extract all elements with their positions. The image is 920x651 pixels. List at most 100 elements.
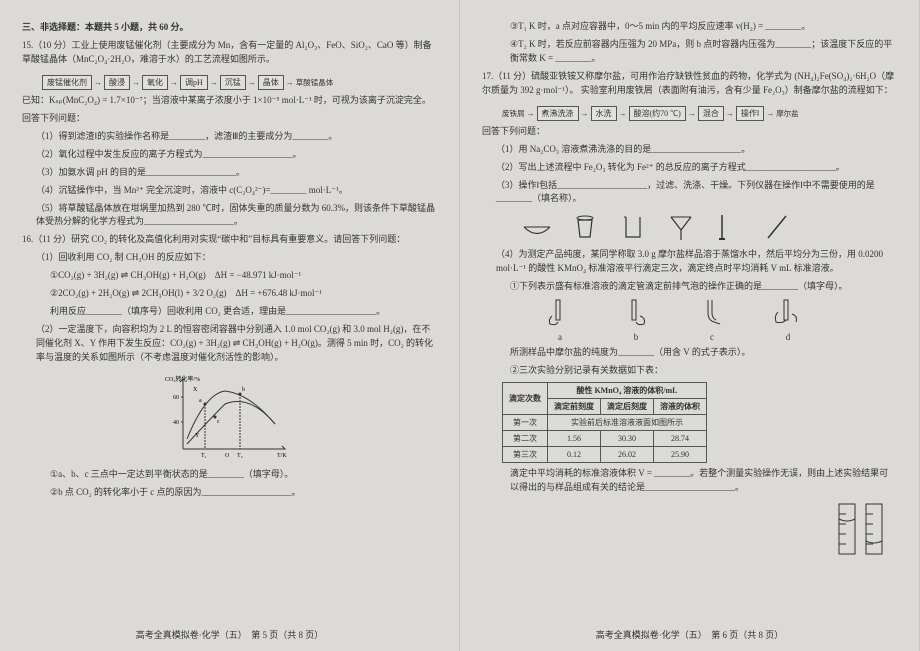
q17-4b: 所测样品中摩尔盐的纯度为________（用含 V 的式子表示）。 xyxy=(482,346,897,360)
flow-output: 草酸锰晶体 xyxy=(296,77,334,88)
flow-input: 废铁屑 xyxy=(502,108,525,119)
q17-4a: ①下列表示盛有标准溶液的滴定管滴定前排气泡的操作正确的是________（填字母… xyxy=(482,280,897,294)
graduated-cylinder-pair xyxy=(834,499,889,561)
q16-1c: 利用反应________（填序号）回收利用 CO₂ 更合适，理由是_______… xyxy=(22,305,437,319)
flow-node: 酸浸 xyxy=(104,75,130,90)
flow-diagram-17: 废铁屑 → 煮沸洗涤 → 水洗 → 酸溶(约70 ℃) → 混合 → 操作Ⅰ →… xyxy=(502,106,799,121)
td: 第三次 xyxy=(503,447,548,463)
td: 28.74 xyxy=(654,431,707,447)
q17-3: （3）操作Ⅰ包括____________________，过滤、洗涤、干燥。下列… xyxy=(482,179,897,207)
q15-stem: 15.（10 分）工业上使用废锰催化剂（主要成分为 Mn，含有一定量的 Al₂O… xyxy=(22,39,437,67)
q15-5: （5）将草酸锰晶体放在坩埚里加热到 280 ℃时，固体失重的质量分数为 60.3… xyxy=(22,202,437,230)
q17-4d: 滴定中平均消耗的标准溶液体积 V = ________。若整个测量实验操作无误，… xyxy=(482,467,897,495)
hand-operation-icons: a b c d xyxy=(542,298,897,342)
q15-known: 已知：Kₛₚ(MnC₂O₄) = 1.7×10⁻⁷；当溶液中某离子浓度小于 1×… xyxy=(22,94,437,108)
td: 30.30 xyxy=(601,431,654,447)
td: 25.90 xyxy=(654,447,707,463)
q16-4: ④T₂ K 时，若反应前容器内压强为 20 MPa，则 b 点时容器内压强为__… xyxy=(482,38,897,66)
origin-label: O xyxy=(225,453,230,459)
flow-node: 水洗 xyxy=(591,106,617,121)
y-axis-label: CO₂转化率/% xyxy=(165,375,200,383)
option-label: b xyxy=(618,332,654,342)
crucible-icon xyxy=(570,212,600,242)
q16-1a: ①CO₂(g) + 3H₂(g) ⇌ CH₃OH(g) + H₂O(g) ΔH … xyxy=(22,269,437,283)
arrow-icon: → xyxy=(286,78,294,87)
th: 滴定次数 xyxy=(503,383,548,415)
page-footer: 高考全真模拟卷·化学（五） 第 6 页（共 8 页） xyxy=(460,628,919,641)
q17-4c: ②三次实验分别记录有关数据如下表： xyxy=(482,364,897,378)
q16-stem: 16.（11 分）研究 CO₂ 的转化及高值化利用对实现“碳中和”目标具有重要意… xyxy=(22,233,437,247)
option-label: d xyxy=(770,332,806,342)
flow-node: 混合 xyxy=(698,106,724,121)
td: 26.02 xyxy=(601,447,654,463)
point-label: c xyxy=(217,419,220,425)
answer-header: 回答下列问题： xyxy=(22,112,437,126)
option-d: d xyxy=(770,298,806,342)
q17-4: （4）为测定产品纯度，某同学称取 3.0 g 摩尔盐样品溶于蒸馏水中，然后平均分… xyxy=(482,248,897,276)
q16-2a: ①a、b、c 三点中一定达到平衡状态的是________（填字母）。 xyxy=(22,468,437,482)
option-c: c xyxy=(694,298,730,342)
q15-4: （4）沉锰操作中，当 Mn²⁺ 完全沉淀时，溶液中 c(C₂O₄²⁻)=____… xyxy=(22,184,437,198)
titration-table: 滴定次数 酸性 KMnO₄ 溶液的体积/mL 滴定前刻度 滴定后刻度 溶液的体积… xyxy=(502,382,707,463)
q15-3: （3）加氨水调 pH 的目的是____________________。 xyxy=(22,166,437,180)
q16-2b: ②b 点 CO₂ 的转化率小于 c 点的原因为_________________… xyxy=(22,486,437,500)
q16-1: （1）回收利用 CO₂ 制 CH₃OH 的反应如下： xyxy=(22,251,437,265)
burette-hand-icon xyxy=(618,298,654,330)
arrow-icon: → xyxy=(94,78,102,87)
q17-2: （2）写出上述流程中 Fe₂O₃ 转化为 Fe²⁺ 的总反应的离子方程式____… xyxy=(482,161,897,175)
glass-rod-icon xyxy=(762,212,792,242)
th: 溶液的体积 xyxy=(654,399,707,415)
option-label: a xyxy=(542,332,578,342)
flow-node: 氧化 xyxy=(142,75,168,90)
option-a: a xyxy=(542,298,578,342)
flow-node: 调pH xyxy=(180,75,208,90)
q15-2: （2）氧化过程中发生反应的离子方程式为____________________。 xyxy=(22,148,437,162)
td: 1.56 xyxy=(548,431,601,447)
arrow-icon: → xyxy=(170,78,178,87)
q16-2: （2）一定温度下，向容积均为 2 L 的恒容密闭容器中分别通入 1.0 mol … xyxy=(22,323,437,365)
point-label: a xyxy=(199,398,202,404)
x-tick: T₁ xyxy=(201,453,207,459)
arrow-icon: → xyxy=(581,109,589,118)
x-tick: T₂ xyxy=(237,453,243,459)
td: 0.12 xyxy=(548,447,601,463)
td: 实验前后标准溶液液面如图所示 xyxy=(548,415,707,431)
flow-node: 晶体 xyxy=(258,75,284,90)
burette-curved-icon xyxy=(694,298,730,330)
option-label: c xyxy=(694,332,730,342)
burette-hand-icon xyxy=(770,298,806,330)
flow-output: 摩尔盐 xyxy=(776,108,799,119)
td: 第一次 xyxy=(503,415,548,431)
arrow-icon: → xyxy=(248,78,256,87)
flow-node: 废锰催化剂 xyxy=(42,75,92,90)
burette-hand-icon xyxy=(542,298,578,330)
arrow-icon: → xyxy=(527,109,535,118)
q16-3: ③T₁ K 时，a 点对应容器中，0～5 min 内的平均反应速率 v(H₂) … xyxy=(482,20,897,34)
arrow-icon: → xyxy=(726,109,734,118)
page-footer: 高考全真模拟卷·化学（五） 第 5 页（共 8 页） xyxy=(0,628,459,641)
option-b: b xyxy=(618,298,654,342)
arrow-icon: → xyxy=(619,109,627,118)
page-right: ③T₁ K 时，a 点对应容器中，0～5 min 内的平均反应速率 v(H₂) … xyxy=(460,0,920,651)
cylinder-icon xyxy=(834,499,889,559)
flow-node: 酸溶(约70 ℃) xyxy=(629,106,686,121)
funnel-icon xyxy=(666,212,696,242)
point-label: b xyxy=(242,387,245,393)
y-tick: 40 xyxy=(173,420,179,426)
arrow-icon: → xyxy=(766,109,774,118)
q17-1: （1）用 Na₂CO₃ 溶液煮沸洗涤的目的是__________________… xyxy=(482,143,897,157)
q17-stem: 17.（11 分）硫酸亚铁铵又称摩尔盐，可用作治疗缺铁性贫血的药物，化学式为 (… xyxy=(482,70,897,98)
lab-equipment-icons xyxy=(522,212,897,242)
td: 第二次 xyxy=(503,431,548,447)
page-left: 三、非选择题：本题共 5 小题，共 60 分。 15.（10 分）工业上使用废锰… xyxy=(0,0,460,651)
flow-node: 煮沸洗涤 xyxy=(537,106,579,121)
answer-header: 回答下列问题： xyxy=(482,125,897,139)
evaporating-dish-icon xyxy=(522,212,552,242)
curve-label: Y xyxy=(195,433,200,439)
th: 滴定后刻度 xyxy=(601,399,654,415)
section-title: 三、非选择题：本题共 5 小题，共 60 分。 xyxy=(22,20,437,33)
flow-diagram-15: 废锰催化剂 → 酸浸 → 氧化 → 调pH → 沉锰 → 晶体 → 草酸锰晶体 xyxy=(42,75,333,90)
arrow-icon: → xyxy=(210,78,218,87)
arrow-icon: → xyxy=(688,109,696,118)
stir-rod-icon xyxy=(714,212,744,242)
